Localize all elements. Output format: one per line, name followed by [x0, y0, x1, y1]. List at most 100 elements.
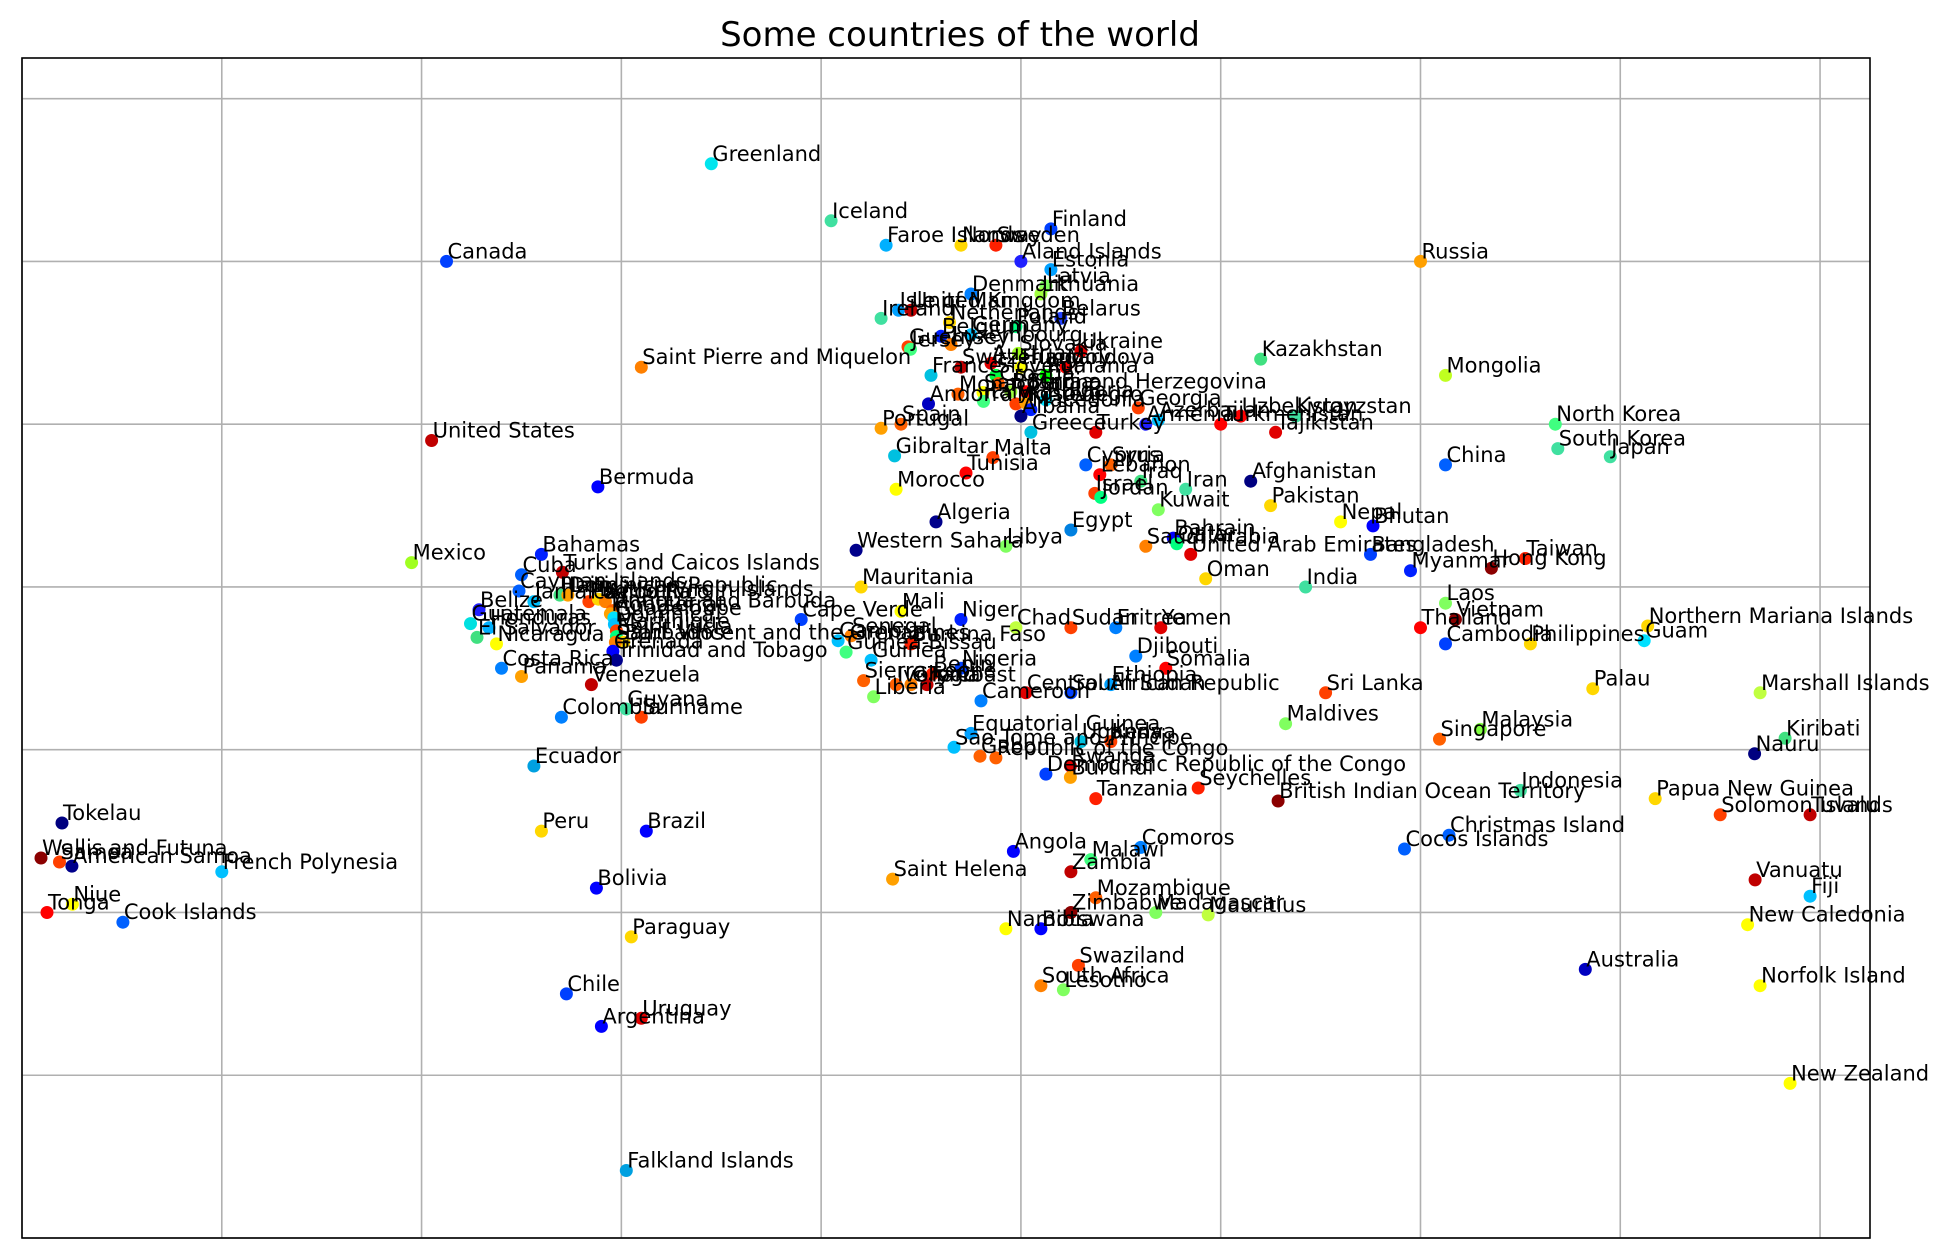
- point-label: Burundi: [1071, 755, 1153, 779]
- data-point: [116, 915, 130, 929]
- point-label: Samoa: [61, 840, 133, 864]
- data-point: [1191, 781, 1205, 795]
- point-label: Cayman Islands: [520, 569, 687, 593]
- point-label: Guernsey: [909, 325, 1009, 349]
- data-point: [1803, 808, 1817, 822]
- data-point: [1056, 983, 1070, 997]
- point-label: Croatia: [999, 362, 1075, 386]
- point-label: Mauritius: [1209, 893, 1306, 917]
- data-point: [989, 238, 1003, 252]
- point-label: Martinique: [617, 609, 729, 633]
- data-point: [515, 670, 528, 683]
- data-point: [1074, 735, 1088, 749]
- point-label: Japan: [1609, 435, 1670, 459]
- point-label: Guinea-Bissau: [847, 630, 997, 654]
- point-label: Anguilla: [606, 580, 691, 604]
- point-label: Kuwait: [1159, 488, 1229, 512]
- point-label: Christmas Island: [1450, 813, 1625, 837]
- point-label: Nigeria: [962, 646, 1037, 670]
- point-label: Tuvalu: [1810, 793, 1878, 817]
- data-point: [1084, 853, 1098, 867]
- point-label: Peru: [542, 809, 589, 833]
- data-point: [1713, 808, 1727, 822]
- data-point: [874, 311, 888, 325]
- point-label: Netherlands: [951, 301, 1079, 325]
- data-point: [954, 238, 968, 252]
- chart-title: Some countries of the world: [720, 15, 1200, 55]
- point-label: Madagascar: [1157, 891, 1285, 915]
- data-point: [1064, 621, 1078, 635]
- data-point: [559, 987, 573, 1001]
- data-point: [874, 421, 888, 435]
- data-point: [1741, 918, 1755, 932]
- point-label: Cook Islands: [124, 900, 257, 924]
- data-point: [1299, 580, 1313, 594]
- point-label: South Sudan: [1072, 671, 1206, 695]
- point-label: Saint Helena: [894, 857, 1028, 881]
- data-point: [904, 342, 917, 356]
- data-point: [1131, 401, 1145, 415]
- data-point: [1019, 385, 1033, 399]
- data-point: [1104, 735, 1118, 749]
- data-point: [405, 556, 419, 570]
- point-label: Kazakhstan: [1262, 337, 1383, 361]
- point-label: British Indian Ocean Territory: [1279, 779, 1585, 803]
- data-point: [1289, 409, 1303, 423]
- data-point: [889, 482, 903, 496]
- point-label: Ghana: [912, 663, 981, 687]
- data-point: [1074, 344, 1088, 358]
- data-point: [889, 678, 903, 692]
- point-label: Trinidad and Tobago: [616, 638, 827, 662]
- data-point: [1139, 539, 1153, 553]
- data-point: [704, 157, 718, 171]
- data-point: [886, 872, 900, 886]
- data-point: [1648, 792, 1662, 806]
- data-point: [1366, 519, 1380, 533]
- point-label: Armenia: [1147, 402, 1235, 426]
- point-label: Burkina Faso: [912, 622, 1046, 646]
- data-point: [1603, 450, 1617, 464]
- point-label: Ukraine: [1082, 329, 1163, 353]
- point-label: Switzerland: [962, 345, 1085, 369]
- point-label: Mali: [902, 589, 945, 613]
- data-point: [1753, 979, 1767, 993]
- data-point: [1089, 792, 1103, 806]
- point-label: Guatemala: [472, 602, 588, 626]
- point-label: Tonga: [47, 891, 110, 915]
- data-point: [1271, 794, 1285, 808]
- data-point: [986, 451, 1000, 465]
- point-label: Gabon: [981, 734, 1050, 758]
- point-label: Chile: [567, 972, 620, 996]
- point-label: El Salvador: [478, 615, 596, 639]
- data-point: [490, 637, 503, 651]
- data-point: [1439, 368, 1452, 382]
- point-label: Laos: [1447, 581, 1495, 605]
- point-label: Aland Islands: [1022, 239, 1162, 263]
- point-label: Senegal: [852, 614, 937, 638]
- data-point: [1279, 717, 1293, 731]
- data-point: [1104, 678, 1118, 692]
- point-label: Brazil: [647, 809, 706, 833]
- point-label: Italy: [985, 379, 1031, 403]
- point-label: Namibia: [1007, 907, 1094, 931]
- data-point: [1024, 403, 1038, 417]
- data-point: [1264, 499, 1278, 513]
- point-label: Denmark: [972, 272, 1069, 296]
- data-point: [844, 629, 858, 643]
- point-label: Bulgaria: [1047, 378, 1134, 402]
- point-label: Portugal: [882, 406, 969, 430]
- point-label: Moldova: [1067, 345, 1155, 369]
- point-label: Colombia: [562, 695, 661, 719]
- point-label: Mexico: [413, 541, 486, 565]
- data-point: [1439, 637, 1452, 651]
- point-label: Libya: [1007, 524, 1063, 548]
- data-point: [1024, 425, 1038, 439]
- data-point: [973, 749, 987, 763]
- data-point: [1039, 393, 1053, 407]
- data-point: [954, 360, 968, 374]
- data-point: [904, 303, 918, 317]
- point-label: Rwanda: [1071, 744, 1155, 768]
- point-label: Guinea: [872, 638, 947, 662]
- point-label: Luxembourg: [952, 323, 1083, 347]
